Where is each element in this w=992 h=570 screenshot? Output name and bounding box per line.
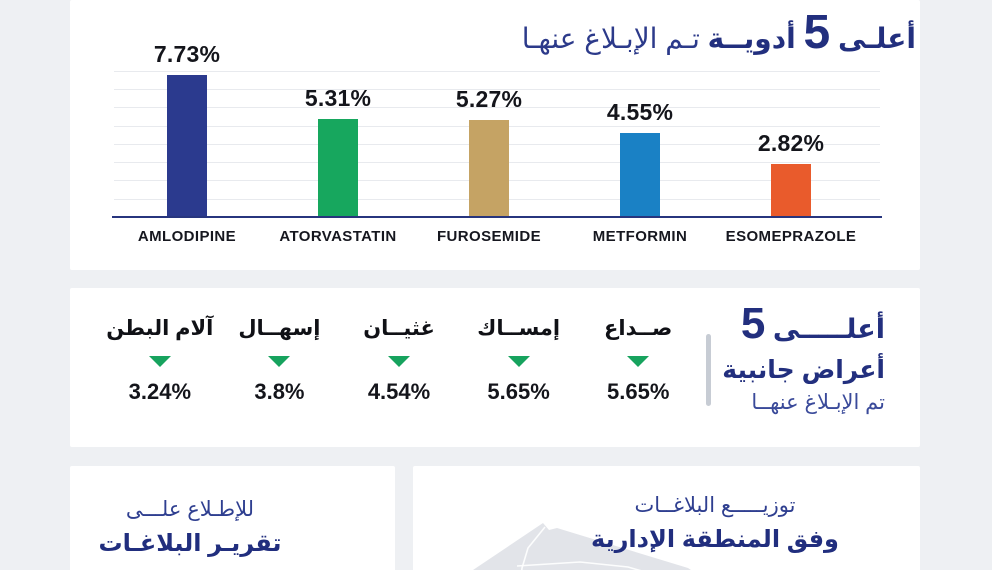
side-effect-item: آلام البطن 3.24% bbox=[100, 312, 220, 405]
top-drugs-title-prefix: أعلـى bbox=[837, 23, 916, 54]
bar-group-amlodipine: 7.73% bbox=[132, 41, 242, 216]
bar-category-label: FUROSEMIDE bbox=[436, 228, 541, 245]
bar-value-label: 7.73% bbox=[153, 41, 221, 67]
bar-group-esomeprazole: 2.82% bbox=[736, 130, 846, 216]
distribution-title-line1: توزيـــــع البلاغــات bbox=[634, 494, 796, 517]
top-drugs-panel: أعلـى 5 أدويــة تـم الإبـلاغ عنهـا 7.73%… bbox=[70, 0, 920, 270]
distribution-title: توزيـــــع البلاغــات وفق المنطقة الإدار… bbox=[590, 492, 840, 556]
green-down-triangle-icon bbox=[627, 356, 650, 367]
side-effects-panel: صــداع 5.65% إمســاك 5.65% غثيــان 4.54% إسهــ… bbox=[70, 288, 920, 447]
green-down-triangle-icon bbox=[507, 356, 530, 367]
vertical-divider bbox=[706, 334, 711, 406]
reports-link-line2: تقريـر البلاغـات bbox=[98, 530, 282, 557]
side-effect-item: إمســاك 5.65% bbox=[459, 312, 579, 405]
bar-group-metformin: 4.55% bbox=[585, 99, 695, 216]
side-effect-label: إمســاك bbox=[477, 317, 561, 340]
gridline bbox=[114, 107, 880, 109]
gridline bbox=[114, 70, 880, 72]
bar-amlodipine bbox=[167, 75, 207, 216]
distribution-panel: توزيـــــع البلاغــات وفق المنطقة الإدار… bbox=[413, 466, 920, 570]
gridline bbox=[114, 88, 880, 90]
side-effect-label: غثيــان bbox=[363, 317, 435, 340]
bar-value-label: 4.55% bbox=[606, 99, 674, 125]
bar-value-label: 5.31% bbox=[304, 85, 372, 111]
green-down-triangle-icon bbox=[148, 356, 171, 367]
side-effect-item: غثيــان 4.54% bbox=[339, 312, 459, 405]
side-effect-label: صــداع bbox=[604, 317, 673, 340]
side-effects-title-line3: تم الإبـلاغ عنهــا bbox=[751, 391, 885, 414]
bar-group-furosemide: 5.27% bbox=[434, 86, 544, 216]
side-effects-title-prefix: أعلـــــى bbox=[772, 314, 885, 344]
bar-value-label: 2.82% bbox=[757, 130, 825, 156]
side-effects-title: أعلـــــى 5 أعراض جانبية تم الإبـلاغ عنه… bbox=[722, 300, 885, 419]
bar-category-label: METFORMIN bbox=[592, 228, 688, 245]
side-effects-title-number: 5 bbox=[740, 299, 766, 348]
top-drugs-title-number: 5 bbox=[803, 6, 831, 59]
bar-esomeprazole bbox=[771, 164, 811, 216]
x-axis-baseline bbox=[112, 216, 882, 218]
green-down-triangle-icon bbox=[388, 356, 411, 367]
saudi-arabia-map bbox=[473, 523, 691, 570]
top-drugs-title-suffix: تـم الإبـلاغ عنهـا bbox=[521, 23, 700, 54]
top-drugs-title: أعلـى 5 أدويــة تـم الإبـلاغ عنهـا bbox=[512, 2, 916, 64]
top-drugs-title-main: أدويــة bbox=[707, 23, 796, 54]
bar-furosemide bbox=[469, 120, 509, 216]
bar-category-label: ATORVASTATIN bbox=[279, 228, 397, 245]
distribution-title-line2: وفق المنطقة الإدارية bbox=[591, 526, 839, 553]
bar-category-label: ESOMEPRAZOLE bbox=[725, 228, 857, 245]
side-effect-label: آلام البطن bbox=[106, 317, 214, 340]
side-effect-value: 5.65% bbox=[487, 379, 550, 404]
side-effect-item: إسهــال 3.8% bbox=[220, 312, 340, 405]
side-effect-label: إسهــال bbox=[238, 317, 321, 340]
side-effects-title-line2: أعراض جانبية bbox=[722, 356, 885, 384]
reports-link[interactable]: للإطـلاع علـــى تقريـر البلاغـات bbox=[70, 496, 310, 560]
bar-atorvastatin bbox=[318, 119, 358, 216]
drugs-bar-chart: 7.73% 5.31% 5.27% 4.55% 2.82% bbox=[112, 41, 882, 218]
bar-metformin bbox=[620, 133, 660, 216]
side-effect-value: 3.8% bbox=[254, 379, 305, 404]
side-effect-value: 4.54% bbox=[367, 379, 431, 404]
side-effects-list: صــداع 5.65% إمســاك 5.65% غثيــان 4.54% إسهــ… bbox=[100, 312, 698, 405]
green-down-triangle-icon bbox=[268, 356, 291, 367]
side-effect-value: 3.24% bbox=[128, 379, 192, 404]
bar-group-atorvastatin: 5.31% bbox=[283, 85, 393, 216]
bar-category-label: AMLODIPINE bbox=[137, 228, 237, 245]
side-effect-value: 5.65% bbox=[607, 379, 670, 404]
reports-link-line1: للإطـلاع علـــى bbox=[125, 498, 255, 521]
reports-link-panel: للإطـلاع علـــى تقريـر البلاغـات bbox=[70, 466, 395, 570]
side-effect-item: صــداع 5.65% bbox=[578, 312, 698, 405]
bar-value-label: 5.27% bbox=[455, 86, 523, 112]
